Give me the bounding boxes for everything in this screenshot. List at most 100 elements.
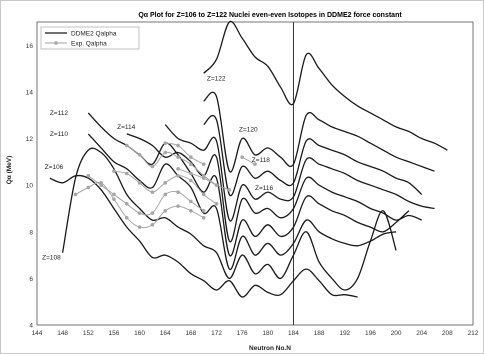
legend-exp-marker (54, 41, 58, 45)
exp-data-point (163, 141, 168, 145)
exp-data-point (163, 208, 168, 213)
x-axis-label: Neutron No.N (249, 345, 291, 352)
exp-data-point (86, 185, 91, 190)
plot-area (36, 21, 474, 326)
exp-data-point (73, 192, 78, 197)
y-axis-label: Qα (MeV) (6, 156, 13, 185)
exp-data-point (214, 202, 219, 206)
series-label: Z=122 (207, 75, 226, 82)
exp-data-point (201, 192, 206, 197)
chart-title: Qα Plot for Z=106 to Z=122 Nuclei even-e… (138, 12, 402, 19)
ddme2-series-z122 (203, 20, 448, 151)
exp-data-point (201, 176, 206, 180)
series-label: Z=116 (255, 185, 274, 192)
exp-data-point (99, 183, 103, 187)
exp-data-point (112, 192, 116, 197)
ddme2-series-z108 (61, 147, 397, 291)
exp-data-point (214, 183, 219, 187)
x-tick-label: 144 (32, 330, 43, 337)
y-tick-label: 8 (29, 229, 33, 236)
exp-data-point (124, 143, 129, 148)
x-tick-label: 212 (468, 330, 479, 337)
exp-data-point (124, 171, 129, 176)
exp-data-point (253, 162, 257, 166)
x-tick-label: 192 (339, 330, 350, 337)
exp-data-point (163, 192, 168, 197)
ddme2-series-z118 (203, 114, 423, 197)
series-label: Z=118 (252, 157, 271, 164)
exp-data-point (137, 225, 142, 229)
exp-data-point (137, 211, 142, 215)
x-tick-label: 208 (442, 330, 453, 337)
x-tick-label: 164 (160, 330, 171, 337)
y-tick-label: 10 (26, 183, 34, 190)
exp-data-point (189, 155, 193, 159)
x-tick-label: 200 (391, 330, 402, 337)
legend[interactable]: DDME2 Qalpha Exp. Qalpha (40, 26, 140, 50)
exp-data-point (137, 181, 142, 185)
x-tick-label: 160 (134, 330, 145, 337)
x-tick-label: 176 (237, 330, 248, 337)
exp-data-point (150, 190, 155, 194)
exp-data-point (201, 208, 206, 213)
y-tick-label: 14 (26, 89, 34, 96)
exp-data-point (163, 181, 168, 185)
x-tick-label: 168 (185, 330, 196, 337)
exp-data-point (189, 178, 193, 183)
series-label: Z=106 (45, 164, 64, 171)
series-labels: Z=122 Z=120 Z=118 Z=116 Z=114 Z=112 Z=110 Z=106… (42, 75, 273, 261)
x-tick-label: 188 (314, 330, 325, 337)
exp-data-point (124, 202, 129, 206)
series-label: Z=120 (239, 127, 258, 134)
x-tick-label: 184 (288, 330, 299, 337)
exp-data-point (176, 204, 180, 208)
series-label: Z=110 (50, 131, 69, 138)
exp-data-point (189, 208, 193, 213)
exp-data-point (189, 162, 193, 166)
exp-data-point (176, 155, 180, 159)
ddme2-series-z114 (126, 133, 422, 243)
exp-data-point (163, 150, 168, 155)
exp-series-line (87, 175, 205, 216)
series-label: Z=108 (42, 255, 61, 262)
exp-data-point (150, 164, 155, 169)
exp-data-point (150, 222, 155, 227)
exp-data-point (227, 188, 232, 192)
ddme2-series-z110 (87, 133, 397, 270)
exp-data-point (240, 155, 244, 159)
x-tick-label: 172 (211, 330, 222, 337)
exp-data-point (189, 199, 193, 204)
exp-data-point (189, 171, 193, 176)
series-label: Z=114 (117, 124, 136, 131)
exp-data-point (201, 215, 206, 220)
exp-data-point (176, 190, 180, 194)
y-tick-label: 16 (26, 43, 34, 50)
x-tick-label: 204 (416, 330, 427, 337)
x-tick-label: 196 (365, 330, 376, 337)
series-group (49, 20, 448, 298)
exp-data-point (137, 153, 142, 157)
x-tick-label: 156 (109, 330, 120, 337)
ddme2-series-z116 (164, 124, 435, 222)
exp-series-line (165, 142, 204, 165)
exp-data-point (176, 167, 180, 171)
ddme2-series-z106 (49, 174, 358, 298)
exp-data-point (201, 162, 206, 166)
exp-data-point (86, 174, 91, 178)
y-tick-label: 12 (26, 136, 34, 143)
x-tick-label: 180 (262, 330, 273, 337)
series-label: Z=112 (50, 110, 69, 117)
x-tick-label: 148 (57, 330, 68, 337)
exp-data-point (150, 211, 155, 215)
y-tick-label: 4 (29, 323, 33, 330)
exp-data-point (112, 169, 116, 173)
x-tick-label: 152 (83, 330, 94, 337)
exp-data-point (176, 143, 180, 148)
exp-data-point (112, 197, 116, 201)
legend-exp-label: Exp. Qalpha (71, 40, 107, 47)
exp-data-point (176, 174, 180, 178)
axes: 144 148 152 156 160 164 168 172 176 180 184 188 192 1… (26, 21, 479, 337)
exp-data-point (124, 215, 129, 220)
legend-ddme2-label: DDME2 Qalpha (71, 30, 117, 37)
